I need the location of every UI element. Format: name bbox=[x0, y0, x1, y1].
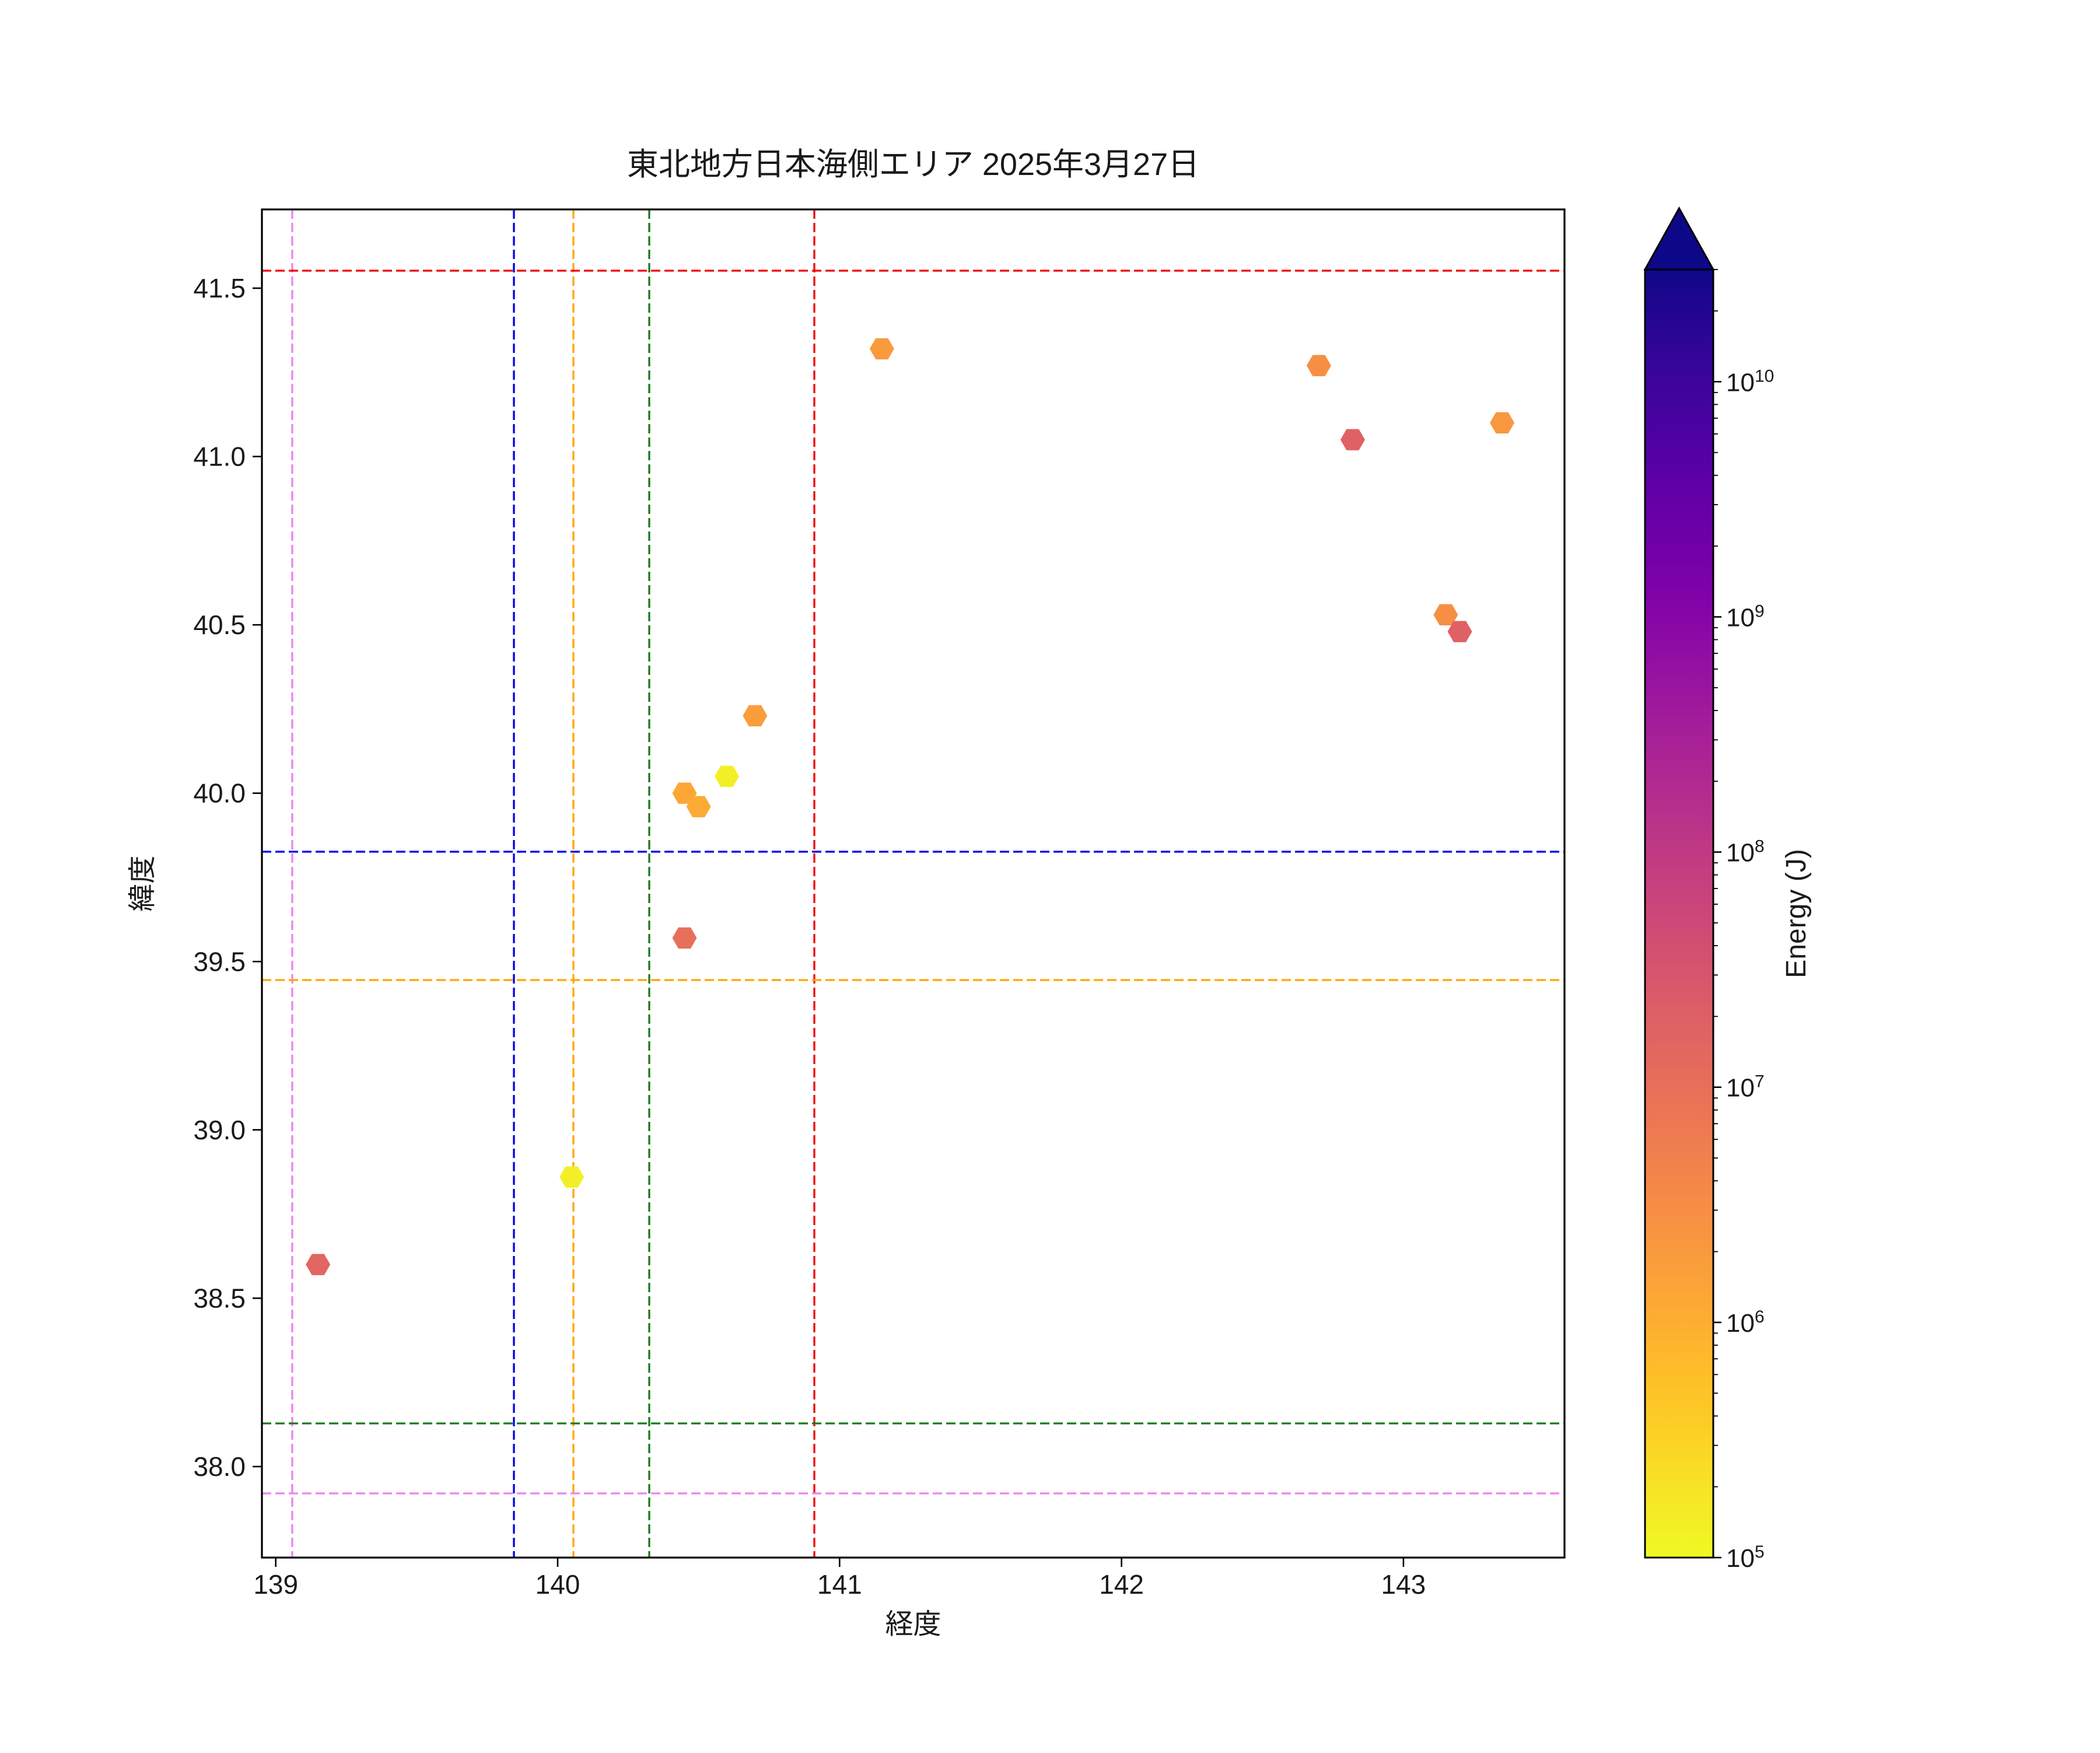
svg-text:41.0: 41.0 bbox=[193, 442, 246, 472]
svg-text:142: 142 bbox=[1099, 1569, 1144, 1600]
svg-text:38.5: 38.5 bbox=[193, 1283, 246, 1313]
svg-text:経度: 経度 bbox=[885, 1609, 941, 1640]
svg-text:143: 143 bbox=[1381, 1569, 1426, 1600]
svg-text:Energy (J): Energy (J) bbox=[1781, 849, 1812, 978]
svg-text:40.5: 40.5 bbox=[193, 610, 246, 640]
svg-text:緯度: 緯度 bbox=[127, 855, 158, 911]
svg-text:40.0: 40.0 bbox=[193, 778, 246, 809]
svg-text:41.5: 41.5 bbox=[193, 273, 246, 303]
svg-text:東北地方日本海側エリア 2025年3月27日: 東北地方日本海側エリア 2025年3月27日 bbox=[627, 147, 1199, 182]
svg-text:140: 140 bbox=[536, 1569, 580, 1600]
svg-text:39.0: 39.0 bbox=[193, 1115, 246, 1145]
svg-text:39.5: 39.5 bbox=[193, 946, 246, 977]
svg-text:139: 139 bbox=[253, 1569, 298, 1600]
svg-text:141: 141 bbox=[817, 1569, 862, 1600]
svg-text:38.0: 38.0 bbox=[193, 1451, 246, 1482]
